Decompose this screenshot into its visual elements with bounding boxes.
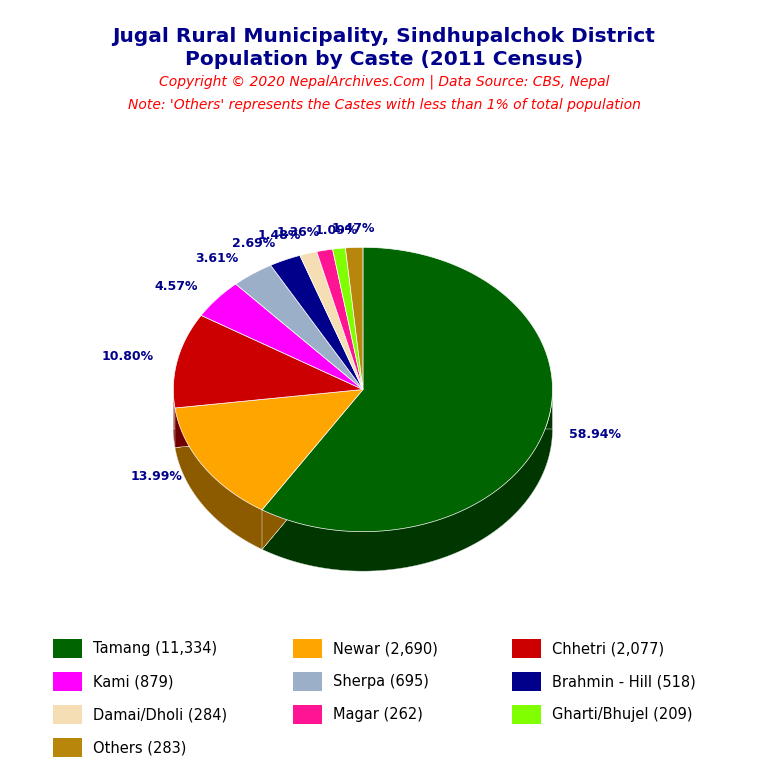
Bar: [293, 639, 323, 658]
Text: 1.48%: 1.48%: [258, 229, 301, 242]
Bar: [52, 639, 82, 658]
Polygon shape: [270, 256, 363, 389]
Polygon shape: [174, 316, 363, 408]
Bar: [52, 672, 82, 691]
Text: Population by Caste (2011 Census): Population by Caste (2011 Census): [185, 50, 583, 69]
Text: Damai/Dholi (284): Damai/Dholi (284): [93, 707, 227, 722]
Polygon shape: [300, 252, 363, 389]
Polygon shape: [262, 429, 552, 571]
Text: 2.69%: 2.69%: [232, 237, 275, 250]
Text: Brahmin - Hill (518): Brahmin - Hill (518): [552, 674, 696, 689]
Text: Gharti/Bhujel (209): Gharti/Bhujel (209): [552, 707, 693, 722]
Polygon shape: [174, 389, 175, 448]
Text: 58.94%: 58.94%: [569, 428, 621, 441]
Polygon shape: [236, 265, 363, 389]
Text: Tamang (11,334): Tamang (11,334): [93, 641, 217, 657]
Text: Magar (262): Magar (262): [333, 707, 423, 722]
Polygon shape: [174, 429, 363, 448]
Polygon shape: [262, 389, 363, 549]
Bar: [293, 672, 323, 691]
Bar: [511, 672, 541, 691]
Polygon shape: [316, 249, 363, 389]
Text: 1.47%: 1.47%: [331, 223, 375, 236]
Polygon shape: [262, 247, 552, 531]
Text: Note: 'Others' represents the Castes with less than 1% of total population: Note: 'Others' represents the Castes wit…: [127, 98, 641, 112]
Polygon shape: [262, 389, 552, 571]
Text: Chhetri (2,077): Chhetri (2,077): [552, 641, 664, 657]
Polygon shape: [201, 284, 363, 389]
Polygon shape: [175, 389, 363, 448]
Polygon shape: [175, 429, 363, 549]
Polygon shape: [262, 389, 363, 549]
Polygon shape: [333, 248, 363, 389]
Text: 10.80%: 10.80%: [101, 349, 154, 362]
Polygon shape: [175, 389, 363, 448]
Polygon shape: [346, 247, 363, 389]
Text: 3.61%: 3.61%: [195, 253, 238, 266]
Bar: [511, 639, 541, 658]
Text: Jugal Rural Municipality, Sindhupalchok District: Jugal Rural Municipality, Sindhupalchok …: [113, 27, 655, 46]
Text: Copyright © 2020 NepalArchives.Com | Data Source: CBS, Nepal: Copyright © 2020 NepalArchives.Com | Dat…: [159, 74, 609, 89]
Bar: [293, 705, 323, 724]
Text: 4.57%: 4.57%: [154, 280, 198, 293]
Text: Sherpa (695): Sherpa (695): [333, 674, 429, 689]
Text: Others (283): Others (283): [93, 740, 186, 755]
Text: Kami (879): Kami (879): [93, 674, 174, 689]
Bar: [52, 705, 82, 724]
Text: 13.99%: 13.99%: [131, 470, 183, 482]
Text: 1.36%: 1.36%: [276, 226, 319, 239]
Polygon shape: [175, 389, 363, 510]
Text: Newar (2,690): Newar (2,690): [333, 641, 438, 657]
Bar: [52, 738, 82, 757]
Text: 1.09%: 1.09%: [314, 223, 358, 237]
Bar: [511, 705, 541, 724]
Polygon shape: [175, 408, 262, 549]
